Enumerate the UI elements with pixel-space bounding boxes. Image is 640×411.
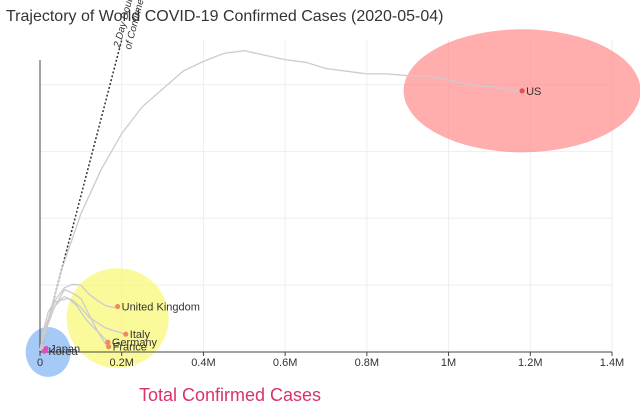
series-label: France — [113, 342, 147, 354]
series-label: Italy — [130, 329, 151, 341]
series-marker — [123, 331, 129, 337]
x-tick-label: 0 — [37, 357, 43, 369]
series-marker — [115, 303, 121, 310]
series-marker — [106, 344, 112, 350]
chart-title: Trajectory of World COVID-19 Confirmed C… — [6, 8, 444, 25]
x-tick-label: 1M — [441, 357, 456, 369]
highlight-ellipse — [66, 268, 169, 369]
series-marker — [519, 88, 525, 94]
series-marker — [41, 348, 48, 354]
series-line — [39, 283, 118, 351]
x-tick-label: 0.2M — [109, 357, 133, 369]
series-label: Japan — [50, 343, 80, 355]
x-axis-label: Total Confirmed Cases — [138, 385, 322, 405]
series-label: US — [526, 86, 541, 98]
x-tick-label: 0.4M — [191, 357, 215, 369]
series-label: Korea — [48, 346, 78, 358]
series-line — [39, 288, 110, 350]
series-label: Germany — [112, 337, 158, 349]
x-tick-label: 1.4M — [600, 357, 624, 369]
series-label: United Kingdom — [122, 302, 200, 314]
x-tick-label: 0.6M — [273, 357, 297, 369]
x-tick-label: 0.8M — [355, 357, 379, 369]
x-tick-label: 1.2M — [518, 357, 542, 369]
series-marker — [105, 339, 111, 345]
series-line — [39, 50, 523, 350]
